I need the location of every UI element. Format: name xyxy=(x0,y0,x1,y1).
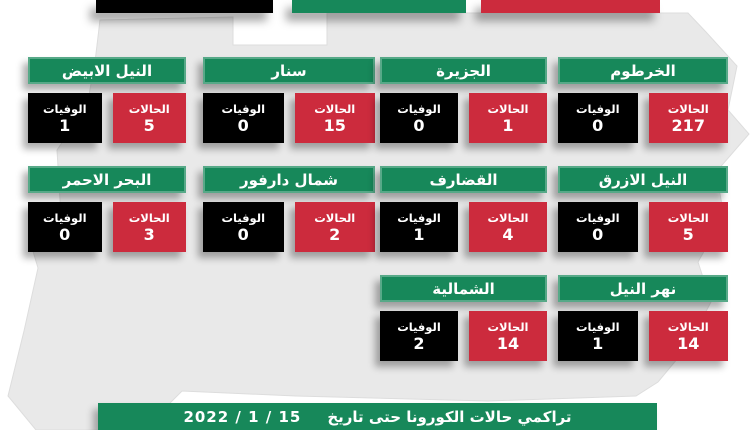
cases-box: الحالات 4 xyxy=(469,202,547,252)
region-block-blue-nile: النيل الازرق الوفيات 0 الحالات 5 xyxy=(558,166,728,252)
cases-label: الحالات xyxy=(487,320,529,335)
deaths-value: 0 xyxy=(592,115,604,135)
cases-value: 15 xyxy=(323,115,346,135)
deaths-box: الوفيات 1 xyxy=(558,311,638,361)
region-block-northern: الشمالية الوفيات 2 الحالات 14 xyxy=(380,275,547,361)
deaths-label: الوفيات xyxy=(221,102,266,117)
region-block-sennar: سنار الوفيات 0 الحالات 15 xyxy=(203,57,375,143)
deaths-value: 1 xyxy=(59,115,71,135)
deaths-box: الوفيات 1 xyxy=(380,202,458,252)
cases-label: الحالات xyxy=(667,102,709,117)
deaths-label: الوفيات xyxy=(575,211,620,226)
region-title: الخرطوم xyxy=(558,57,728,84)
region-block-river-nile: نهر النيل الوفيات 1 الحالات 14 xyxy=(558,275,728,361)
footer-banner: تراكمي حالات الكورونا حتى تاريخ 2022 / 1… xyxy=(98,403,657,430)
cases-label: الحالات xyxy=(128,211,170,226)
deaths-label: الوفيات xyxy=(397,211,441,226)
deaths-value: 0 xyxy=(592,224,604,244)
deaths-box: الوفيات 2 xyxy=(380,311,458,361)
cases-value: 4 xyxy=(502,224,514,244)
deaths-value: 0 xyxy=(59,224,71,244)
cases-box: الحالات 14 xyxy=(648,311,728,361)
deaths-box: الوفيات 0 xyxy=(28,202,102,252)
region-title: الجزيرة xyxy=(380,57,547,84)
deaths-value: 0 xyxy=(413,115,425,135)
region-title: النيل الابيض xyxy=(28,57,186,84)
cases-value: 5 xyxy=(143,115,155,135)
deaths-value: 2 xyxy=(413,333,425,353)
region-title: البحر الاحمر xyxy=(28,166,186,193)
footer-title: تراكمي حالات الكورونا حتى تاريخ xyxy=(327,407,572,426)
top-bar-green xyxy=(292,0,466,13)
top-bar-red xyxy=(481,0,660,13)
region-title: النيل الازرق xyxy=(558,166,728,193)
deaths-box: الوفيات 0 xyxy=(558,93,638,143)
cases-label: الحالات xyxy=(314,211,356,226)
cases-box: الحالات 217 xyxy=(648,93,728,143)
region-block-al-jazirah: الجزيرة الوفيات 0 الحالات 1 xyxy=(380,57,547,143)
deaths-value: 1 xyxy=(592,333,604,353)
deaths-value: 0 xyxy=(237,224,249,244)
region-title: الشمالية xyxy=(380,275,547,302)
cases-value: 3 xyxy=(143,224,155,244)
region-title: شمال دارفور xyxy=(203,166,375,193)
cases-value: 2 xyxy=(329,224,341,244)
cases-value: 5 xyxy=(682,224,694,244)
region-block-gedaref: القضارف الوفيات 1 الحالات 4 xyxy=(380,166,547,252)
deaths-box: الوفيات 0 xyxy=(203,202,284,252)
cases-label: الحالات xyxy=(667,320,709,335)
region-title: نهر النيل xyxy=(558,275,728,302)
deaths-value: 0 xyxy=(237,115,249,135)
cases-label: الحالات xyxy=(128,102,170,117)
deaths-label: الوفيات xyxy=(42,211,87,226)
cases-value: 217 xyxy=(671,115,705,135)
footer-date: 2022 / 1 / 15 xyxy=(183,407,302,426)
region-block-red-sea: البحر الاحمر الوفيات 0 الحالات 3 xyxy=(28,166,186,252)
cases-box: الحالات 14 xyxy=(469,311,547,361)
region-block-north-darfur: شمال دارفور الوفيات 0 الحالات 2 xyxy=(203,166,375,252)
deaths-label: الوفيات xyxy=(42,102,87,117)
deaths-box: الوفيات 1 xyxy=(28,93,102,143)
cases-box: الحالات 3 xyxy=(112,202,186,252)
cases-value: 1 xyxy=(502,115,514,135)
cases-label: الحالات xyxy=(487,102,529,117)
deaths-value: 1 xyxy=(413,224,425,244)
region-title: سنار xyxy=(203,57,375,84)
cases-box: الحالات 5 xyxy=(648,202,728,252)
deaths-label: الوفيات xyxy=(221,211,266,226)
region-block-white-nile: النيل الابيض الوفيات 1 الحالات 5 xyxy=(28,57,186,143)
deaths-label: الوفيات xyxy=(575,320,620,335)
deaths-label: الوفيات xyxy=(397,320,441,335)
cases-label: الحالات xyxy=(314,102,356,117)
deaths-box: الوفيات 0 xyxy=(558,202,638,252)
cases-label: الحالات xyxy=(667,211,709,226)
region-title: القضارف xyxy=(380,166,547,193)
cases-box: الحالات 5 xyxy=(112,93,186,143)
cases-value: 14 xyxy=(496,333,520,353)
deaths-box: الوفيات 0 xyxy=(203,93,284,143)
deaths-label: الوفيات xyxy=(397,102,441,117)
deaths-box: الوفيات 0 xyxy=(380,93,458,143)
cases-box: الحالات 15 xyxy=(294,93,375,143)
cases-box: الحالات 1 xyxy=(469,93,547,143)
cases-value: 14 xyxy=(677,333,700,353)
top-bar-black xyxy=(96,0,273,13)
cases-label: الحالات xyxy=(487,211,529,226)
cases-box: الحالات 2 xyxy=(294,202,375,252)
region-block-khartoum: الخرطوم الوفيات 0 الحالات 217 xyxy=(558,57,728,143)
deaths-label: الوفيات xyxy=(575,102,620,117)
